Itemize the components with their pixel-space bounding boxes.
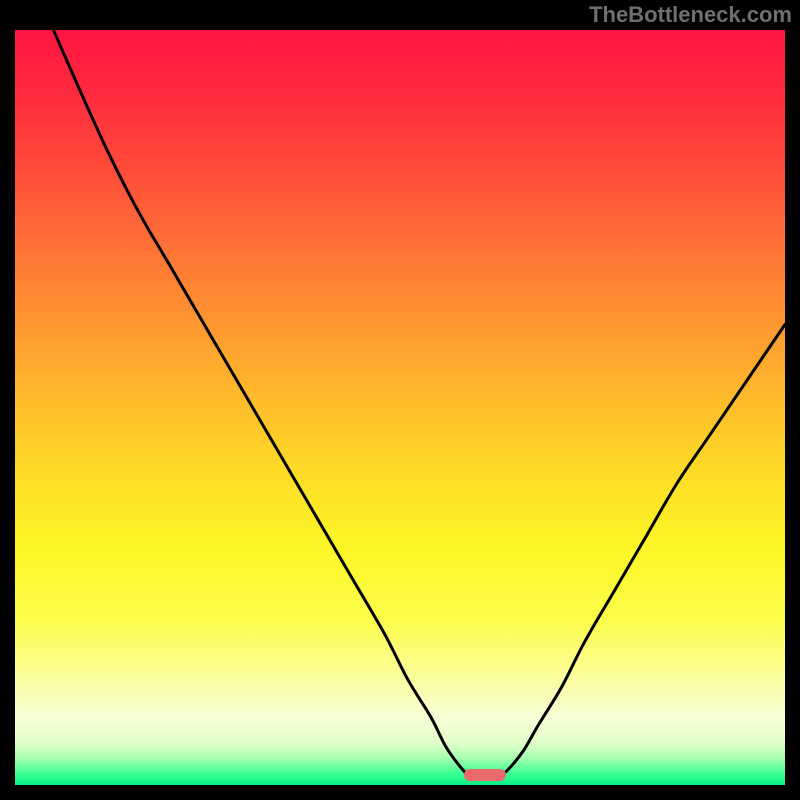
bottleneck-marker (464, 769, 506, 781)
attribution-label: TheBottleneck.com (589, 2, 792, 28)
chart-outer-frame: TheBottleneck.com (0, 0, 800, 800)
chart-plot-area (15, 30, 785, 785)
background-gradient (15, 30, 785, 785)
